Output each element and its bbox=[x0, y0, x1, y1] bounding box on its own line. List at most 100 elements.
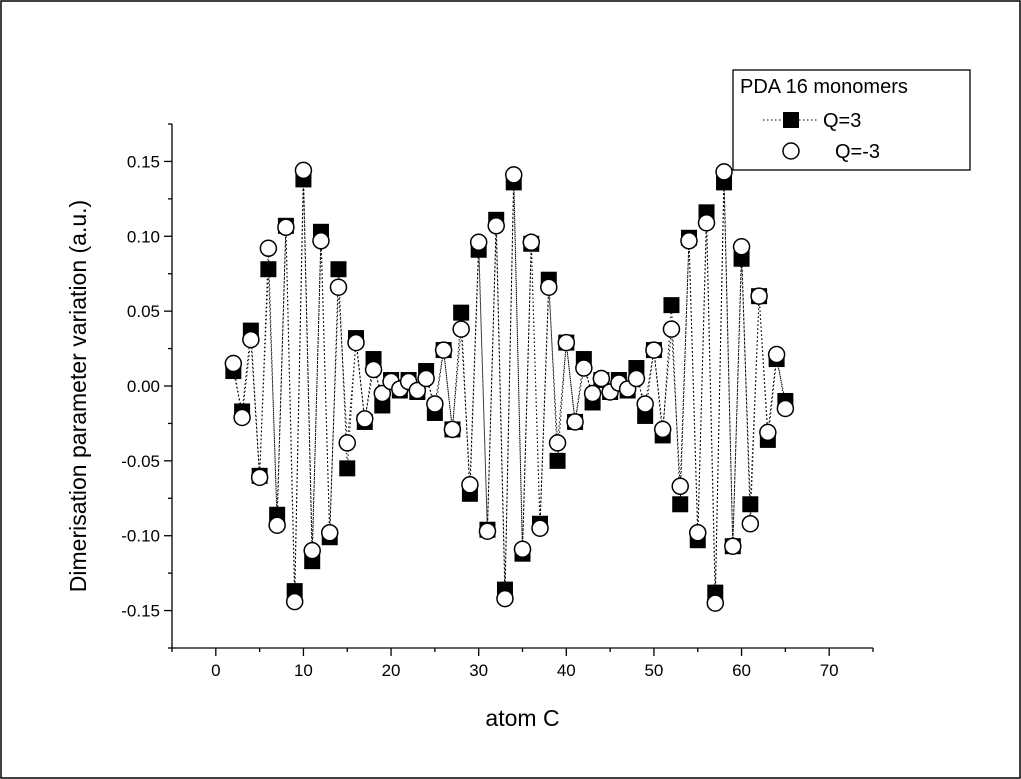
x-tick-label: 20 bbox=[382, 661, 401, 680]
series-line-q-3 bbox=[232, 170, 786, 604]
point-q-3 bbox=[540, 278, 558, 296]
y-tick-label: 0.05 bbox=[127, 302, 160, 321]
point-q-3 bbox=[645, 341, 663, 359]
point-q-3 bbox=[592, 369, 611, 388]
point-q-3 bbox=[689, 523, 707, 542]
point-q-3 bbox=[339, 460, 356, 477]
y-ticks: -0.15 -0.10 -0.05 0.00 0.05 0.10 0.15 bbox=[121, 123, 172, 649]
x-tick-label: 30 bbox=[469, 661, 488, 680]
point-q-3 bbox=[268, 516, 286, 534]
legend-title: PDA 16 monomers bbox=[740, 76, 908, 98]
point-q-3 bbox=[250, 468, 269, 487]
point-q-3 bbox=[329, 278, 348, 296]
point-q-3 bbox=[443, 420, 462, 439]
legend-marker-square bbox=[783, 112, 799, 128]
point-q-3 bbox=[452, 320, 470, 338]
x-tick-label: 70 bbox=[820, 661, 839, 680]
series-lines bbox=[232, 170, 786, 604]
point-q-3 bbox=[277, 218, 295, 237]
point-q-3 bbox=[330, 261, 347, 278]
point-q-3 bbox=[461, 476, 479, 494]
point-q-3 bbox=[672, 496, 689, 513]
x-tick-label: 0 bbox=[211, 661, 220, 680]
point-q-3 bbox=[531, 519, 549, 537]
point-q-3 bbox=[767, 345, 786, 364]
y-tick-label: 0.15 bbox=[127, 152, 160, 171]
x-axis-title: atom C bbox=[485, 705, 559, 731]
point-q-3 bbox=[671, 477, 689, 496]
point-q-3 bbox=[453, 304, 470, 321]
point-q-3 bbox=[469, 233, 488, 252]
point-q-3 bbox=[294, 161, 313, 180]
point-q-3 bbox=[233, 408, 251, 427]
point-q-3 bbox=[741, 514, 760, 533]
point-q-3 bbox=[706, 594, 725, 612]
point-q-3 bbox=[504, 166, 523, 184]
point-q-3 bbox=[496, 589, 514, 608]
point-q-3 bbox=[347, 333, 365, 352]
point-q-3 bbox=[627, 369, 646, 388]
point-q-3 bbox=[583, 384, 602, 403]
point-q-3 bbox=[303, 541, 321, 560]
y-tick-label: -0.05 bbox=[121, 452, 160, 471]
y-tick-label: -0.10 bbox=[121, 527, 160, 546]
point-q-3 bbox=[548, 434, 567, 452]
point-q-3 bbox=[697, 214, 716, 232]
legend-label: Q=3 bbox=[823, 110, 861, 132]
point-q-3 bbox=[426, 395, 444, 413]
point-q-3 bbox=[557, 333, 576, 352]
legend-label: Q=-3 bbox=[835, 141, 880, 163]
legend-entry-q-3: Q=3 bbox=[763, 110, 861, 132]
point-q-3 bbox=[260, 261, 277, 278]
point-q-3 bbox=[408, 381, 427, 400]
point-q-3 bbox=[742, 496, 759, 513]
point-q-3 bbox=[374, 397, 391, 414]
point-q-3 bbox=[522, 233, 541, 252]
x-tick-label: 40 bbox=[557, 661, 576, 680]
point-q-3 bbox=[338, 434, 356, 452]
point-q-3 bbox=[653, 420, 672, 439]
x-tick-label: 60 bbox=[732, 661, 751, 680]
point-q-3 bbox=[733, 250, 750, 267]
point-q-3 bbox=[662, 320, 681, 338]
axes: 0 10 20 30 40 50 60 70 -0.15 -0.10 -0.05 0.00 0.05 0… bbox=[121, 123, 874, 680]
point-q-3 bbox=[750, 287, 768, 305]
point-q-3 bbox=[434, 341, 453, 359]
y-axis-title: Dimerisation parameter variation (a.u.) bbox=[65, 200, 91, 592]
point-q-3 bbox=[373, 384, 392, 403]
x-tick-label: 10 bbox=[294, 661, 313, 680]
y-tick-label: -0.15 bbox=[121, 602, 160, 621]
point-q-3 bbox=[715, 163, 733, 181]
legend-entries: Q=3 Q=-3 bbox=[763, 110, 880, 163]
point-q-3 bbox=[224, 354, 243, 373]
point-q-3 bbox=[513, 540, 532, 558]
point-q-3 bbox=[364, 360, 383, 379]
point-q-3 bbox=[285, 592, 304, 611]
point-q-3 bbox=[417, 369, 435, 388]
point-q-3 bbox=[478, 522, 497, 540]
legend-entry-q-3: Q=-3 bbox=[782, 141, 880, 163]
legend-marker-circle bbox=[782, 142, 800, 160]
point-q-3 bbox=[549, 452, 566, 469]
point-q-3 bbox=[312, 232, 330, 250]
point-q-3 bbox=[487, 217, 505, 235]
point-q-3 bbox=[680, 232, 698, 250]
point-q-3 bbox=[566, 413, 584, 431]
point-q-3 bbox=[636, 395, 654, 413]
point-q-3 bbox=[320, 523, 339, 542]
point-q-3 bbox=[759, 423, 777, 442]
series-markers bbox=[224, 161, 795, 612]
y-tick-label: 0.00 bbox=[127, 377, 160, 396]
point-q-3 bbox=[732, 238, 751, 256]
point-q-3 bbox=[637, 407, 654, 424]
point-q-3 bbox=[242, 330, 260, 349]
legend: PDA 16 monomers Q=3 Q=-3 bbox=[732, 69, 971, 171]
point-q-3 bbox=[776, 399, 795, 418]
point-q-3 bbox=[575, 359, 593, 377]
x-tick-label: 50 bbox=[644, 661, 663, 680]
x-ticks: 0 10 20 30 40 50 60 70 bbox=[171, 648, 874, 680]
y-tick-label: 0.10 bbox=[127, 227, 160, 246]
point-q-3 bbox=[724, 537, 742, 555]
